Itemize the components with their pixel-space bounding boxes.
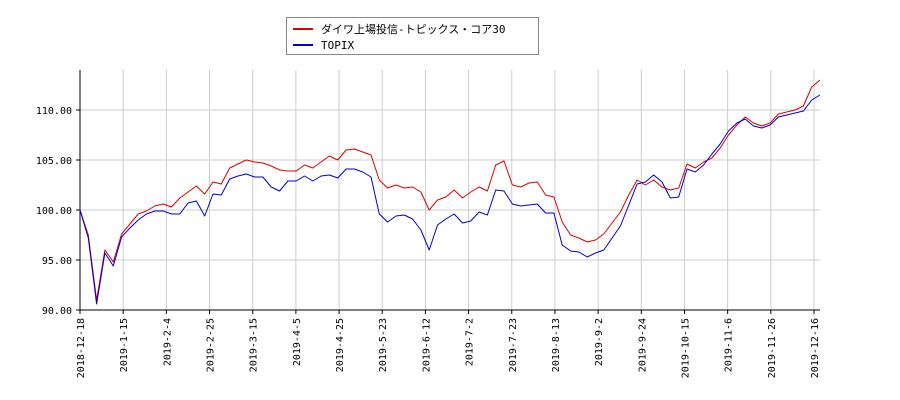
x-tick-label: 2019-12-16 — [810, 318, 821, 378]
x-tick-label: 2019-9-24 — [637, 318, 648, 372]
series-line-2 — [79, 94, 821, 305]
x-tick-labels: 2018-12-18 2019-1-15 2019-2-4 2019-2-25 2019… — [76, 318, 821, 378]
x-tick-label: 2019-6-12 — [421, 318, 432, 372]
series-line-1 — [79, 79, 821, 301]
legend-label-series-2: TOPIX — [321, 38, 355, 52]
y-tick-label: 105.00 — [36, 156, 72, 167]
x-tick-label: 2019-7-23 — [508, 318, 519, 372]
x-tick-label: 2019-4-25 — [335, 318, 346, 372]
chart-legend: ダイワ上場投信-トピックス・コア30 TOPIX — [286, 17, 539, 55]
x-tick-label: 2019-8-13 — [551, 318, 562, 372]
axes — [76, 70, 820, 314]
x-tick-label: 2019-10-15 — [680, 318, 691, 378]
y-tick-labels: 90.00 95.00 100.00 105.00 110.00 — [36, 106, 72, 317]
x-tick-label: 2019-2-25 — [206, 318, 217, 372]
x-tick-label: 2018-12-18 — [76, 318, 87, 378]
x-tick-label: 2019-9-2 — [594, 318, 605, 366]
x-tick-label: 2019-4-5 — [292, 318, 303, 366]
legend-label-series-1: ダイワ上場投信-トピックス・コア30 — [321, 23, 506, 36]
series-lines — [79, 79, 821, 305]
legend-item-series-2: TOPIX — [293, 37, 354, 53]
x-tick-label: 2019-7-2 — [465, 318, 476, 366]
x-tick-label: 2019-3-15 — [249, 318, 260, 372]
x-tick-label: 2019-11-6 — [724, 318, 735, 372]
x-tick-label: 2019-5-23 — [378, 318, 389, 372]
y-tick-label: 100.00 — [36, 206, 72, 217]
y-tick-label: 90.00 — [42, 306, 72, 317]
y-tick-label: 95.00 — [42, 256, 72, 267]
legend-swatch-series-2 — [293, 44, 313, 46]
y-tick-label: 110.00 — [36, 106, 72, 117]
x-tick-label: 2019-1-15 — [119, 318, 130, 372]
legend-item-series-1: ダイワ上場投信-トピックス・コア30 — [293, 21, 506, 37]
x-tick-label: 2019-2-4 — [162, 318, 173, 366]
x-tick-label: 2019-11-26 — [767, 318, 778, 378]
legend-swatch-series-1 — [293, 28, 313, 30]
